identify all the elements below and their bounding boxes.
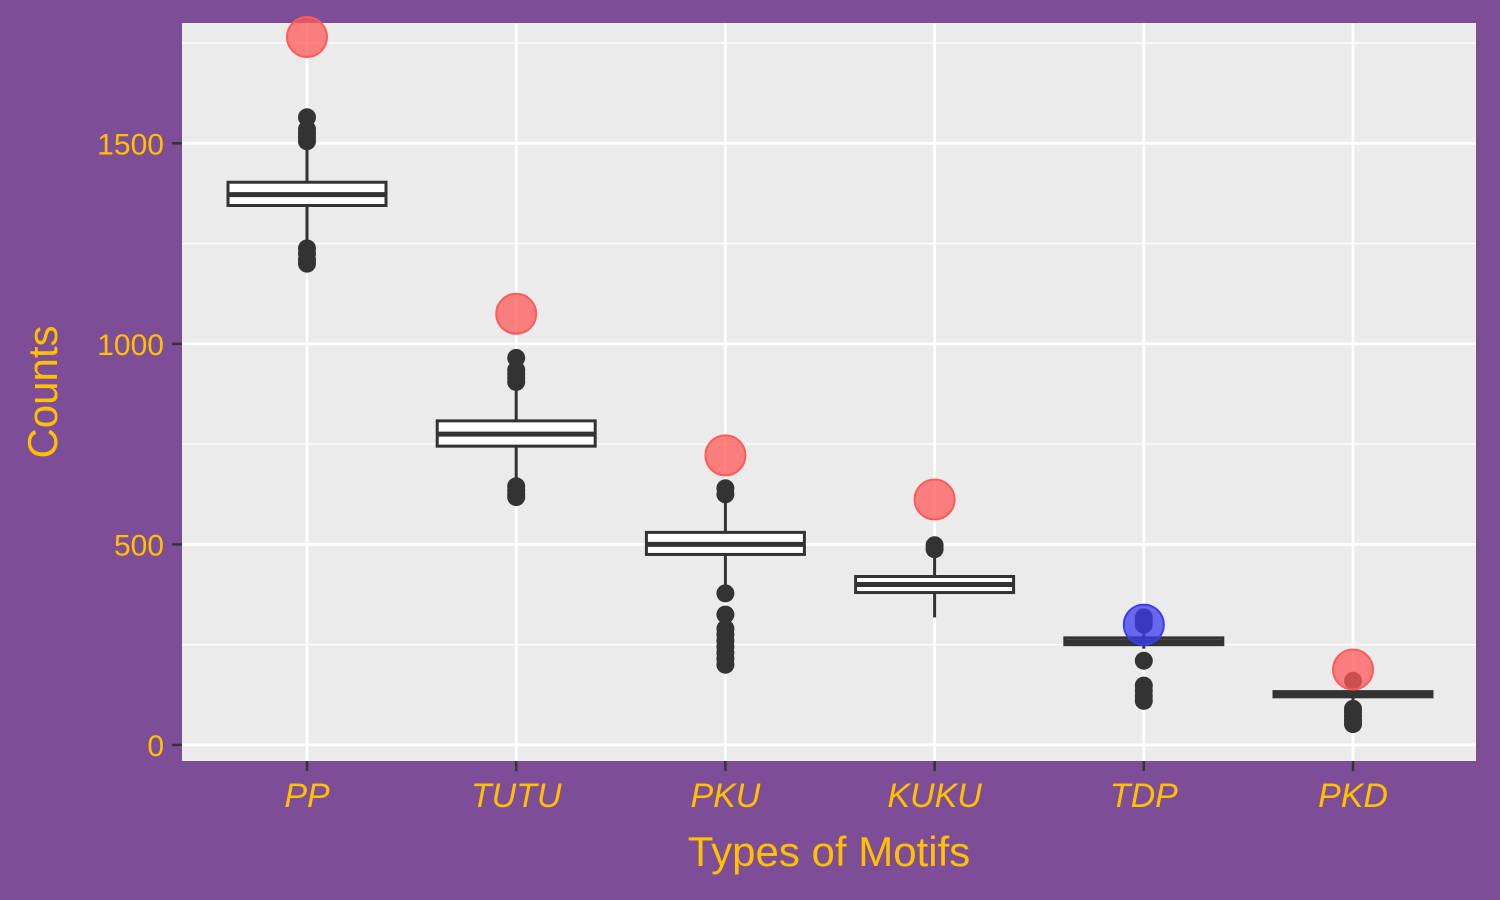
x-axis-title: Types of Motifs	[688, 828, 970, 875]
boxplot-series	[226, 108, 1434, 734]
axes: 0 500 1000 1500 PP TUTU PKU KUKU TDP PKD	[97, 128, 1388, 815]
box-tutu	[435, 348, 597, 507]
observed-point-kuku	[913, 478, 956, 521]
y-tick-label: 500	[114, 529, 164, 562]
y-tick-label: 1000	[97, 329, 164, 362]
y-tick-label: 1500	[97, 128, 164, 161]
box-pp	[226, 108, 388, 273]
observed-point-tutu	[495, 292, 538, 335]
observed-point-pp	[286, 16, 328, 59]
outlier-point	[507, 348, 526, 367]
x-tick-label-pku: PKU	[690, 777, 760, 815]
x-tick-label-pkd: PKD	[1318, 777, 1388, 815]
outlier-point	[298, 108, 316, 127]
x-tick-label-kuku: KUKU	[887, 777, 982, 815]
x-tick-label-pp: PP	[284, 777, 330, 815]
outlier-point	[1134, 676, 1153, 695]
y-axis-title: Counts	[19, 325, 66, 458]
x-tick-label-tdp: TDP	[1110, 777, 1178, 815]
observed-point-pku	[704, 434, 747, 477]
outlier-point	[925, 536, 944, 555]
y-tick-label: 0	[147, 730, 164, 763]
outlier-point	[298, 239, 316, 258]
outlier-point	[716, 584, 735, 603]
outlier-point	[507, 477, 526, 496]
observed-point-tdp	[1122, 603, 1165, 646]
x-tick-label-tutu: TUTU	[471, 777, 562, 815]
outlier-point	[716, 605, 735, 624]
observed-point-pkd	[1332, 648, 1374, 691]
observed-points	[286, 16, 1374, 691]
box-kuku	[854, 536, 1016, 618]
box-pku	[644, 479, 806, 674]
outlier-point	[1134, 651, 1153, 670]
outlier-point	[716, 479, 735, 498]
plot-panel	[182, 23, 1476, 761]
outlier-point	[716, 619, 735, 638]
outlier-point	[1344, 699, 1362, 718]
